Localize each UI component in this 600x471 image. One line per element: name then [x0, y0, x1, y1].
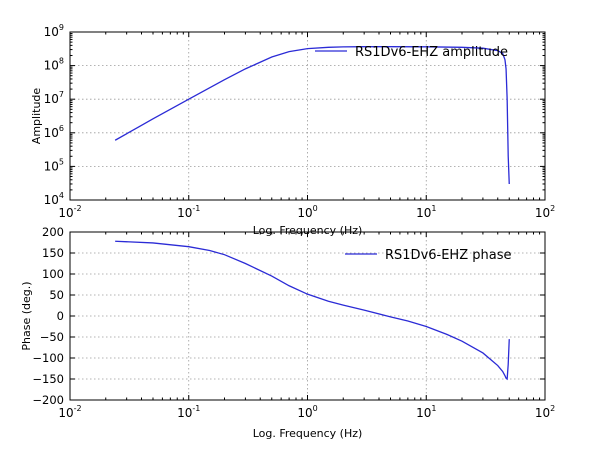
x-tick-label: 10-2 [58, 204, 81, 220]
y-tick-label: 105 [44, 157, 64, 173]
amplitude-series [114, 46, 510, 184]
phase-panel: 10-2 10-1 100 101 102 −200 −150 −100 −50 0 50 100 15… [20, 225, 555, 440]
x-tick-label: 10-1 [177, 204, 200, 220]
x-tick-label: 100 [297, 404, 317, 420]
y-tick-label: 106 [44, 124, 64, 140]
y-tick-label: −200 [32, 393, 64, 407]
legend-label: RS1Dv6-EHZ phase [385, 248, 511, 263]
y-tick-label: 109 [44, 23, 64, 39]
amplitude-legend: RS1Dv6-EHZ amplitude [315, 45, 508, 60]
y-tick-label: 100 [42, 267, 64, 281]
y-tick-label: −150 [32, 372, 64, 386]
y-tick-label: −100 [32, 351, 64, 365]
amplitude-panel: 10-2 10-1 100 101 102 104 105 106 107 108 109 RS1D… [30, 23, 555, 237]
amplitude-plot-frame [69, 31, 546, 201]
series-line [114, 46, 510, 184]
phase-grid [70, 232, 545, 400]
x-tick-label: 10-2 [58, 404, 81, 420]
y-tick-label: 200 [42, 225, 64, 239]
phase-legend: RS1Dv6-EHZ phase [345, 248, 511, 263]
y-tick-label: 107 [44, 90, 64, 106]
legend-label: RS1Dv6-EHZ amplitude [355, 45, 508, 60]
y-tick-label: 0 [57, 309, 64, 323]
x-tick-label: 100 [297, 204, 317, 220]
x-tick-label: 101 [416, 404, 436, 420]
y-tick-label: 108 [44, 57, 64, 73]
phase-ticks: 10-2 10-1 100 101 102 −200 −150 −100 −50 0 50 100 15… [32, 225, 555, 420]
phase-plot-frame [69, 231, 546, 401]
phase-y-axis-label: Phase (deg.) [20, 281, 33, 350]
x-tick-label: 101 [416, 204, 436, 220]
series-line [115, 240, 510, 381]
y-tick-label: 50 [49, 288, 64, 302]
x-tick-label: 102 [535, 404, 555, 420]
x-tick-label: 102 [535, 204, 555, 220]
amplitude-y-axis-label: Amplitude [30, 88, 43, 145]
phase-series [115, 240, 510, 381]
y-tick-label: 150 [42, 246, 64, 260]
phase-x-axis-label: Log. Frequency (Hz) [253, 427, 363, 440]
x-tick-label: 10-1 [177, 404, 200, 420]
y-tick-label: 104 [44, 191, 64, 207]
amplitude-grid [70, 32, 545, 200]
amplitude-x-axis-label: Log. Frequency (Hz) [253, 224, 363, 237]
y-tick-label: −50 [40, 330, 64, 344]
